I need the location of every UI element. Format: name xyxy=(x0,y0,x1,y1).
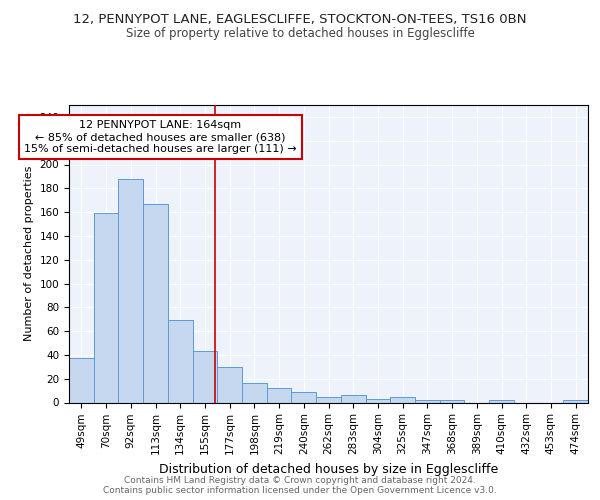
Bar xyxy=(168,320,193,402)
Bar xyxy=(193,352,217,403)
Text: 12 PENNYPOT LANE: 164sqm
← 85% of detached houses are smaller (638)
15% of semi-: 12 PENNYPOT LANE: 164sqm ← 85% of detach… xyxy=(24,120,297,154)
Bar xyxy=(242,384,267,402)
X-axis label: Distribution of detached houses by size in Egglescliffe: Distribution of detached houses by size … xyxy=(159,462,498,475)
Bar xyxy=(390,396,415,402)
Text: 12, PENNYPOT LANE, EAGLESCLIFFE, STOCKTON-ON-TEES, TS16 0BN: 12, PENNYPOT LANE, EAGLESCLIFFE, STOCKTO… xyxy=(73,12,527,26)
Y-axis label: Number of detached properties: Number of detached properties xyxy=(24,166,34,342)
Bar xyxy=(94,214,118,402)
Bar xyxy=(563,400,588,402)
Bar xyxy=(217,367,242,402)
Text: Contains HM Land Registry data © Crown copyright and database right 2024.
Contai: Contains HM Land Registry data © Crown c… xyxy=(103,476,497,495)
Bar xyxy=(292,392,316,402)
Bar xyxy=(316,396,341,402)
Bar xyxy=(341,396,365,402)
Text: Size of property relative to detached houses in Egglescliffe: Size of property relative to detached ho… xyxy=(125,28,475,40)
Bar xyxy=(489,400,514,402)
Bar xyxy=(440,400,464,402)
Bar xyxy=(365,399,390,402)
Bar xyxy=(118,179,143,402)
Bar xyxy=(143,204,168,402)
Bar xyxy=(69,358,94,403)
Bar xyxy=(415,400,440,402)
Bar xyxy=(267,388,292,402)
